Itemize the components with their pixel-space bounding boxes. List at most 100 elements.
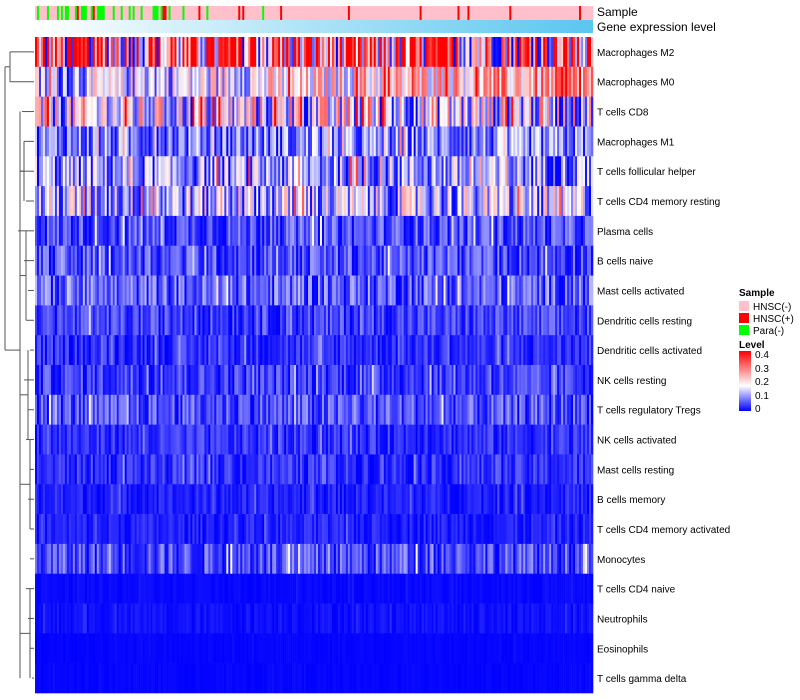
heatmap-cell (403, 66, 406, 97)
heatmap-cell (142, 365, 145, 396)
heatmap-cell (218, 186, 221, 217)
heatmap-cell (178, 514, 181, 545)
heatmap-cell (130, 156, 133, 187)
heatmap-cell (48, 245, 52, 276)
heatmap-cell (335, 215, 339, 247)
heatmap-cell (343, 424, 347, 455)
heatmap-cell (128, 394, 131, 425)
heatmap-cell (122, 37, 125, 68)
heatmap-cell (529, 96, 532, 127)
heatmap-cell (168, 305, 171, 336)
heatmap-cell (321, 484, 325, 515)
heatmap-cell (78, 186, 82, 217)
heatmap-cell (198, 305, 201, 336)
heatmap-cell (563, 156, 566, 187)
heatmap-cell (62, 305, 66, 336)
heatmap-cell (116, 335, 119, 366)
heatmap-cell (214, 454, 217, 485)
heatmap-cell (84, 275, 88, 306)
heatmap-cell (250, 275, 253, 306)
heatmap-cell (461, 424, 464, 455)
heatmap-cell (142, 37, 145, 68)
heatmap-cell (547, 245, 550, 276)
heatmap-cell (575, 365, 578, 396)
heatmap-cell (337, 96, 341, 127)
heatmap-cell (102, 245, 106, 276)
heatmap-cell (395, 156, 398, 187)
heatmap-cell (341, 275, 345, 306)
heatmap-cell (244, 484, 247, 515)
sample-annotation-cell (425, 6, 428, 20)
heatmap-cell (242, 66, 245, 97)
heatmap-cell (427, 514, 430, 545)
heatmap-cell (367, 186, 371, 217)
heatmap-cell (381, 186, 385, 217)
heatmap-cell (359, 245, 363, 276)
heatmap-cell (140, 156, 143, 187)
heatmap-cell (286, 514, 289, 545)
heatmap-cell (483, 335, 486, 366)
heatmap-cell (491, 305, 494, 336)
heatmap-cell (341, 126, 345, 157)
heatmap-cell (449, 484, 452, 515)
heatmap-cell (38, 245, 42, 276)
heatmap-cell (399, 126, 402, 157)
heatmap-cell (76, 37, 80, 68)
heatmap-cell (433, 365, 436, 396)
heatmap-cell (194, 66, 197, 97)
heatmap-cell (104, 365, 108, 396)
heatmap-cell (555, 424, 558, 455)
heatmap-cell (483, 215, 486, 247)
sample-annotation-cell (501, 6, 504, 20)
heatmap-cell (369, 424, 373, 455)
heatmap-cell (310, 514, 313, 545)
heatmap-cell (411, 96, 414, 127)
heatmap-cell (411, 156, 414, 187)
heatmap-cell (479, 454, 482, 485)
heatmap-cell (561, 245, 564, 276)
heatmap-cell (194, 305, 197, 336)
heatmap-cell (421, 305, 424, 336)
heatmap-cell (212, 126, 215, 157)
sample-annotation-cell (331, 6, 335, 20)
heatmap-cell (184, 37, 187, 68)
heatmap-cell (106, 66, 110, 97)
heatmap-cell (423, 126, 426, 157)
heatmap-cell (391, 484, 395, 515)
heatmap-cell (485, 514, 488, 545)
heatmap-cell (276, 156, 279, 187)
heatmap-cell (260, 514, 263, 545)
sample-annotation-cell (74, 6, 78, 20)
heatmap-cell (294, 215, 297, 247)
heatmap-cell (186, 96, 189, 127)
heatmap-cell (172, 215, 175, 247)
sample-annotation-cell (519, 6, 522, 20)
heatmap-cell (146, 66, 149, 97)
heatmap-cell (36, 186, 40, 217)
heatmap-cell (110, 394, 114, 425)
heatmap-cell (44, 514, 48, 545)
heatmap-cell (264, 186, 267, 217)
heatmap-cell (559, 275, 562, 306)
heatmap-cell (509, 424, 512, 455)
heatmap-cell (449, 66, 452, 97)
heatmap-cell (509, 126, 512, 157)
heatmap-cell (102, 66, 106, 97)
heatmap-cell (337, 424, 341, 455)
heatmap-cell (228, 186, 231, 217)
heatmap-cell (315, 305, 319, 336)
heatmap-cell (268, 186, 271, 217)
heatmap-cell (447, 186, 450, 217)
heatmap-cell (76, 335, 80, 366)
heatmap-cell (96, 215, 100, 247)
heatmap-cell (70, 335, 74, 366)
heatmap-cell (236, 245, 239, 276)
heatmap-cell (389, 394, 393, 425)
sample-annotation-cell (553, 6, 556, 20)
heatmap-cell (158, 335, 161, 366)
heatmap-cell (282, 37, 285, 68)
heatmap-cell (50, 424, 54, 455)
sample-annotation-cell (308, 6, 311, 20)
heatmap-cell (294, 156, 297, 187)
heatmap-cell (333, 394, 337, 425)
